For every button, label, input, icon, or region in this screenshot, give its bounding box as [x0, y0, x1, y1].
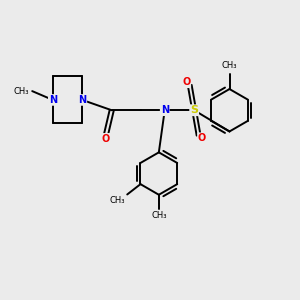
- Text: N: N: [49, 95, 57, 105]
- Text: O: O: [102, 134, 110, 144]
- Text: CH₃: CH₃: [151, 211, 166, 220]
- Text: O: O: [198, 133, 206, 143]
- Text: CH₃: CH₃: [110, 196, 125, 205]
- Text: CH₃: CH₃: [13, 87, 29, 96]
- Text: N: N: [161, 105, 169, 115]
- Text: S: S: [190, 105, 198, 115]
- Text: CH₃: CH₃: [222, 61, 237, 70]
- Text: N: N: [78, 95, 86, 105]
- Text: O: O: [182, 77, 190, 87]
